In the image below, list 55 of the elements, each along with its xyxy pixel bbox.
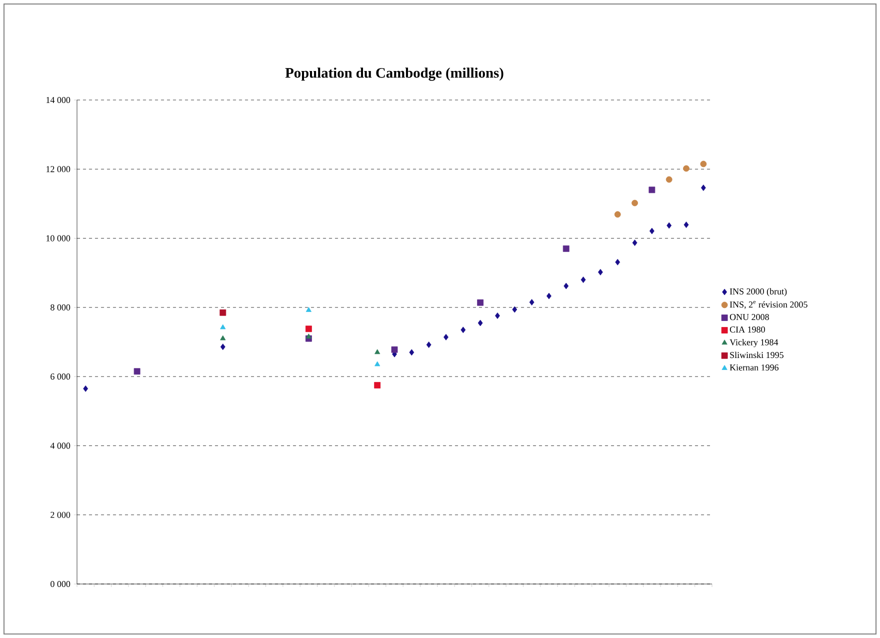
point — [305, 326, 312, 332]
y-tick-label: 10 000 — [46, 235, 70, 242]
point — [220, 324, 226, 330]
point — [391, 346, 398, 353]
legend-label: CIA 1980 — [730, 326, 765, 333]
legend-label: Vickery 1984 — [730, 338, 778, 348]
legend-label: Sliwinski 1995 — [730, 352, 784, 358]
legend-label: ONU 2008 — [730, 314, 769, 320]
point — [666, 222, 672, 229]
y-tick-label: 0 000 — [50, 580, 70, 588]
point — [374, 382, 381, 388]
point — [220, 344, 226, 350]
point — [512, 306, 518, 313]
point — [460, 326, 466, 334]
point — [495, 312, 500, 319]
point — [529, 299, 534, 306]
point — [83, 385, 88, 392]
point — [684, 222, 689, 228]
point — [700, 160, 707, 168]
point — [426, 342, 432, 348]
point — [614, 211, 621, 218]
point — [648, 186, 656, 194]
point — [564, 282, 569, 290]
point — [374, 361, 380, 366]
legend-label: Kiernan 1996 — [730, 364, 779, 371]
point — [477, 299, 484, 306]
point — [700, 184, 706, 192]
y-tick-label: 4 000 — [50, 442, 70, 449]
point — [220, 335, 226, 340]
point — [374, 349, 380, 354]
point — [220, 309, 226, 316]
point — [546, 292, 552, 300]
y-tick-label: 2 000 — [50, 512, 70, 518]
point — [598, 268, 603, 276]
point — [580, 276, 586, 283]
point — [444, 334, 448, 340]
y-tick-label: 8 000 — [50, 304, 70, 310]
y-tick-label: 14 000 — [46, 96, 70, 104]
point — [562, 245, 570, 252]
point — [306, 334, 312, 339]
point — [409, 349, 414, 356]
point — [649, 228, 654, 234]
point — [306, 306, 312, 312]
legend-label: INS, 2$^{e}$ révision 2005 — [730, 300, 808, 309]
point — [632, 200, 638, 206]
point — [134, 368, 140, 375]
point — [666, 176, 672, 183]
legend-label: INS 2000 (brut) — [730, 288, 787, 296]
y-tick-label: 6 000 — [50, 374, 70, 380]
point — [632, 240, 638, 246]
point — [683, 165, 690, 172]
point — [615, 258, 620, 266]
y-tick-label: 12 000 — [46, 166, 70, 172]
chart-title: Population du Cambodge (millions) — [285, 68, 504, 81]
point — [478, 320, 483, 326]
